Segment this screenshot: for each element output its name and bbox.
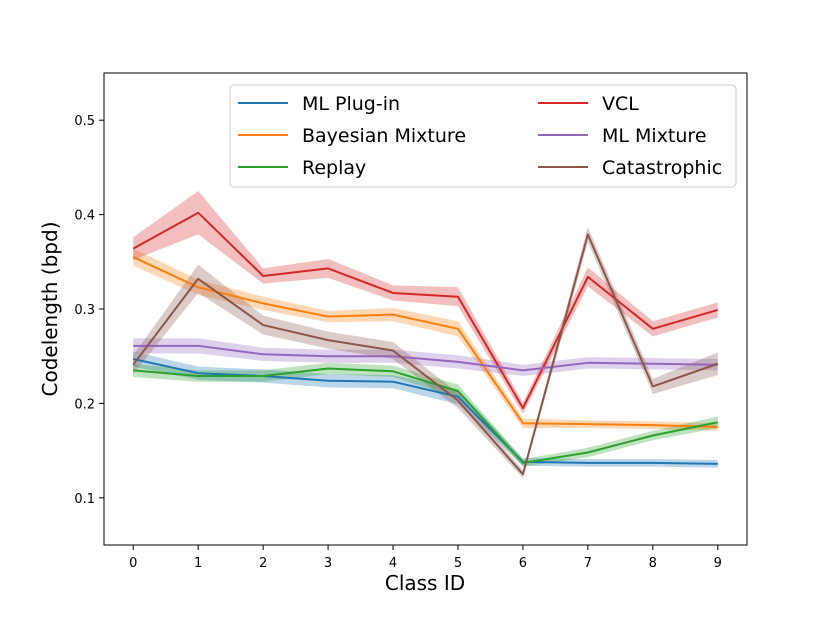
legend: ML Plug-in Bayesian Mixture Replay VCL ML Mi… xyxy=(229,84,737,188)
legend-label-catastrophic: Catastrophic xyxy=(602,157,722,179)
line-ml-plug-in xyxy=(133,358,718,465)
legend-label-ml-mixture: ML Mixture xyxy=(602,125,707,147)
band-vcl xyxy=(133,191,718,414)
line-ml-mixture xyxy=(133,344,718,372)
x-tick-label: 8 xyxy=(649,556,657,571)
band-ml-mixture xyxy=(133,338,718,377)
band-catastrophic xyxy=(133,226,718,478)
x-tick-label: 4 xyxy=(389,556,397,571)
y-tick-label: 0.3 xyxy=(74,303,95,318)
x-tick-label: 3 xyxy=(324,556,332,571)
x-tick-label: 6 xyxy=(519,556,527,571)
line-catastrophic xyxy=(132,233,719,476)
x-tick-label: 2 xyxy=(259,556,267,571)
line-replay xyxy=(133,367,718,464)
y-tick-label: 0.4 xyxy=(74,209,95,224)
x-tick-label: 0 xyxy=(129,556,137,571)
legend-label-replay: Replay xyxy=(302,157,366,179)
x-axis-title: Class ID xyxy=(385,571,465,595)
line-bayesian-mixture xyxy=(132,256,718,428)
legend-box xyxy=(229,84,737,188)
legend-label-vcl: VCL xyxy=(602,93,639,115)
x-tick-label: 7 xyxy=(584,556,592,571)
legend-label-ml-plug-in: ML Plug-in xyxy=(302,93,400,115)
y-tick-label: 0.5 xyxy=(74,114,95,129)
series-lines xyxy=(132,211,719,476)
y-tick-label: 0.2 xyxy=(74,397,95,412)
confidence-bands xyxy=(133,191,718,478)
legend-label-bayesian-mixture: Bayesian Mixture xyxy=(302,125,466,147)
x-tick-label: 9 xyxy=(714,556,722,571)
line-vcl xyxy=(132,211,719,410)
x-tick-label: 5 xyxy=(454,556,462,571)
band-replay xyxy=(133,362,718,467)
x-tick-label: 1 xyxy=(194,556,202,571)
x-axis-ticks: 0 1 2 3 4 5 6 7 8 9 xyxy=(129,545,722,571)
y-tick-label: 0.1 xyxy=(74,492,95,507)
y-axis-ticks: 0.1 0.2 0.3 0.4 0.5 xyxy=(74,114,104,507)
band-ml-plug-in xyxy=(133,351,718,468)
y-axis-title: Codelength (bpd) xyxy=(38,222,62,397)
